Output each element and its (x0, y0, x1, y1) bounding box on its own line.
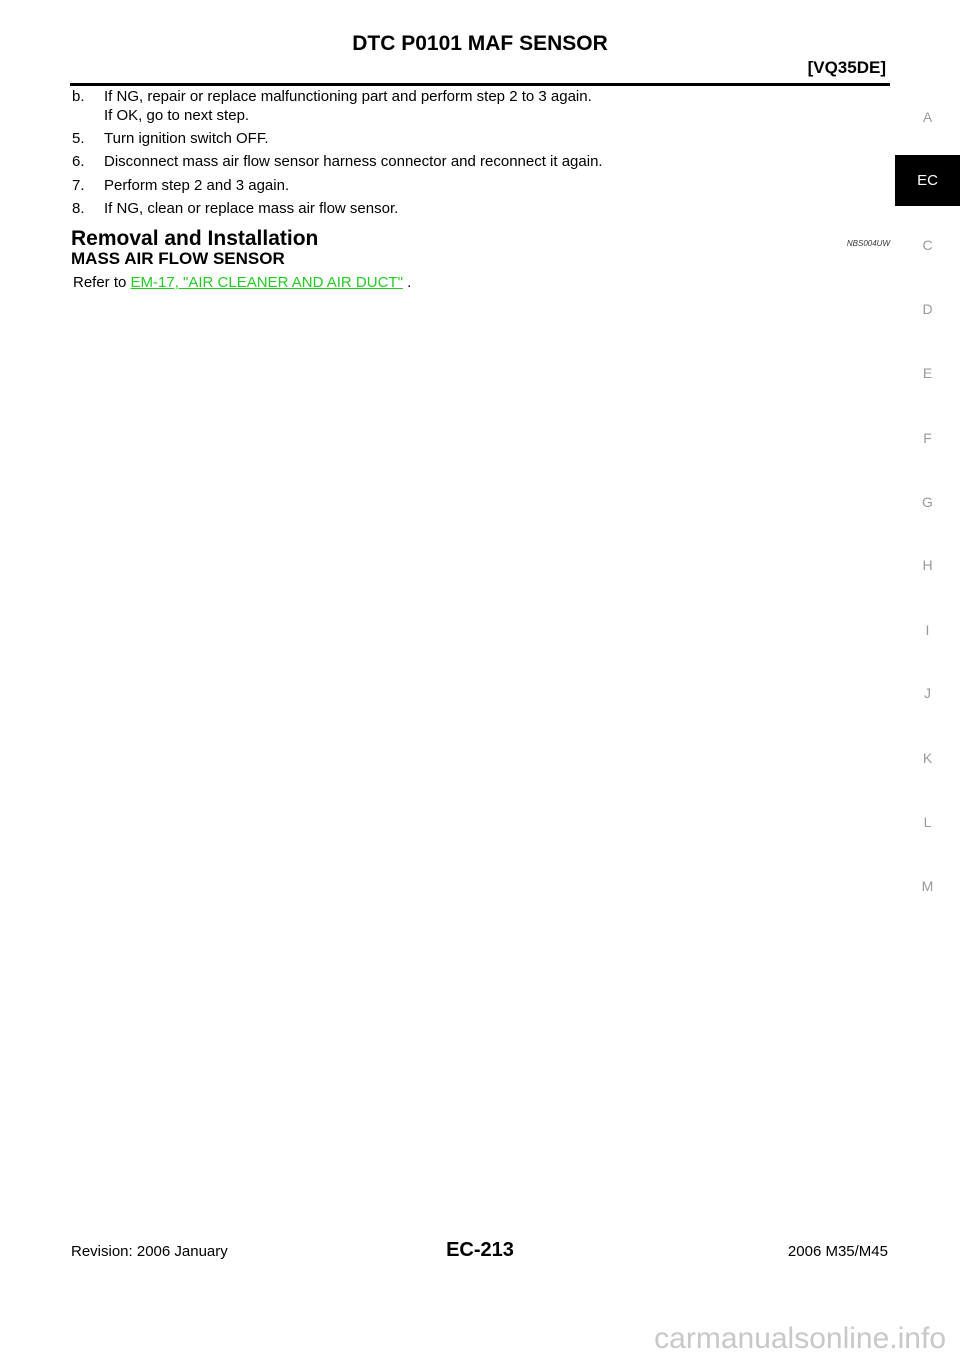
side-tab-f[interactable]: F (923, 430, 932, 446)
section-heading: Removal and Installation (71, 227, 319, 250)
step-number: 5. (72, 130, 85, 147)
step-text: Turn ignition switch OFF. (104, 130, 269, 147)
side-tab-d[interactable]: D (922, 301, 933, 317)
header-divider (70, 83, 890, 86)
side-tab-l[interactable]: L (923, 814, 932, 830)
step-number: 6. (72, 153, 85, 170)
side-tab-k[interactable]: K (922, 750, 933, 766)
step-text: If NG, repair or replace malfunctioning … (104, 88, 592, 105)
step-text: Perform step 2 and 3 again. (104, 177, 290, 194)
side-tab-h[interactable]: H (922, 557, 933, 573)
side-tab-m[interactable]: M (921, 878, 934, 894)
step-text: If OK, go to next step. (104, 107, 250, 124)
page-title: DTC P0101 MAF SENSOR (352, 32, 608, 55)
side-tab-g[interactable]: G (922, 494, 933, 510)
side-tab-a[interactable]: A (922, 109, 933, 125)
step-text: If NG, clean or replace mass air flow se… (104, 200, 399, 217)
reference-link[interactable]: EM-17, "AIR CLEANER AND AIR DUCT" (130, 274, 403, 291)
subsection-heading: MASS AIR FLOW SENSOR (71, 249, 285, 268)
footer-revision: Revision: 2006 January (71, 1243, 228, 1260)
side-tab-e[interactable]: E (922, 365, 933, 381)
step-number: 7. (72, 177, 85, 194)
refer-line: Refer to EM-17, "AIR CLEANER AND AIR DUC… (73, 274, 411, 291)
side-tab-j[interactable]: J (924, 685, 931, 701)
engine-code: [VQ35DE] (807, 58, 886, 77)
step-number: b. (72, 88, 85, 105)
watermark: carmanualsonline.info (654, 1322, 946, 1355)
refer-prefix: Refer to (73, 274, 131, 291)
step-text: Disconnect mass air flow sensor harness … (104, 153, 603, 170)
side-tab-i[interactable]: I (925, 622, 930, 638)
step-number: 8. (72, 200, 85, 217)
refer-suffix: . (402, 274, 412, 291)
section-code: NBS004UW (846, 239, 890, 248)
page-number: EC-213 (446, 1239, 514, 1261)
footer-model: 2006 M35/M45 (787, 1243, 888, 1260)
side-tab-c[interactable]: C (922, 237, 933, 253)
side-tab-ec[interactable]: EC (895, 155, 960, 206)
